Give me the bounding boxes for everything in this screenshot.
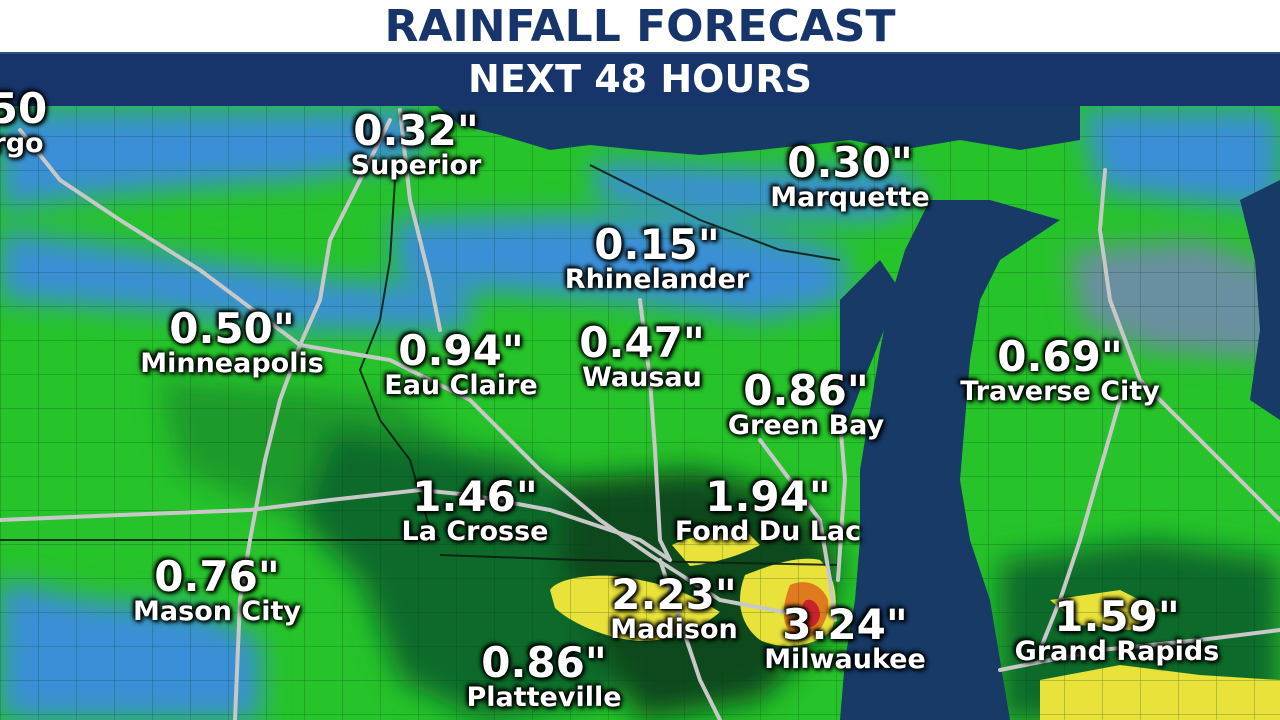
header-title-bar: RAINFALL FORECAST	[0, 0, 1280, 52]
city-label-milwaukee: 3.24" Milwaukee	[764, 604, 926, 674]
rain-amount: 1.94"	[705, 472, 831, 521]
lake-superior	[430, 100, 1080, 155]
city-label-fond-du-lac: 1.94" Fond Du Lac	[675, 476, 861, 546]
i75	[1097, 168, 1280, 522]
rain-amount: 1.46"	[412, 472, 538, 521]
city-name: Marquette	[770, 182, 930, 213]
city-label-madison: 2.23" Madison	[610, 574, 738, 644]
mn-wi-border	[358, 179, 441, 541]
rain-amount: 0.32"	[353, 106, 479, 155]
rain-amount: 1.59"	[1054, 592, 1180, 641]
city-label-eau-claire: 0.94" Eau Claire	[384, 330, 537, 400]
rain-amount: 0.86"	[481, 638, 607, 687]
us-41	[758, 438, 837, 622]
page-subtitle: NEXT 48 HOURS	[468, 57, 812, 101]
city-label-fargo: 50 rgo	[0, 88, 47, 158]
city-name: Rhinelander	[564, 264, 750, 295]
rain-amount: 0.94"	[398, 326, 524, 375]
city-name: Traverse City	[960, 376, 1160, 407]
rain-amount: 0.50"	[169, 304, 295, 353]
i35-south	[233, 343, 302, 720]
city-label-minneapolis: 0.50" Minneapolis	[140, 308, 324, 378]
city-name: Eau Claire	[384, 370, 538, 401]
city-label-grand-rapids: 1.59" Grand Rapids	[1015, 596, 1220, 666]
highways	[0, 108, 1280, 720]
i94-west	[18, 128, 302, 347]
city-name: Fond Du Lac	[674, 516, 862, 547]
page-title: RAINFALL FORECAST	[384, 1, 896, 52]
i35	[298, 118, 392, 347]
i39-south	[658, 558, 722, 720]
us-51	[638, 298, 672, 562]
city-name: Milwaukee	[764, 644, 926, 675]
state-borders	[0, 164, 841, 566]
city-label-rhinelander: 0.15" Rhinelander	[565, 224, 749, 294]
rain-amount: 50	[0, 84, 48, 133]
rain-amount: 0.30"	[787, 138, 913, 187]
i94-wi	[298, 343, 802, 617]
city-label-platteville: 0.86" Platteville	[466, 642, 621, 712]
wi-up-border	[589, 164, 841, 261]
i43	[836, 418, 848, 582]
city-label-marquette: 0.30" Marquette	[770, 142, 929, 212]
city-name: Superior	[350, 150, 482, 181]
us-131	[1038, 398, 1122, 652]
city-name: rgo	[0, 128, 44, 159]
city-name: Wausau	[582, 362, 702, 393]
lake-michigan	[840, 200, 1060, 720]
rain-amount: 0.76"	[154, 552, 280, 601]
city-label-la-crosse: 1.46" La Crosse	[402, 476, 549, 546]
lake-huron	[1240, 180, 1280, 420]
rain-amount: 0.86"	[743, 366, 869, 415]
city-name: La Crosse	[401, 516, 549, 547]
city-label-traverse-city: 0.69" Traverse City	[960, 336, 1160, 406]
rain-amount: 0.47"	[579, 318, 705, 367]
city-name: Madison	[610, 614, 738, 645]
i90	[0, 487, 672, 562]
us-53	[398, 108, 442, 332]
county-grid	[0, 100, 1280, 720]
city-name: Grand Rapids	[1014, 636, 1220, 667]
city-label-green-bay: 0.86" Green Bay	[728, 370, 884, 440]
city-label-superior: 0.32" Superior	[351, 110, 482, 180]
rain-amount: 0.69"	[997, 332, 1123, 381]
city-name: Mason City	[133, 596, 301, 627]
green-bay-water	[832, 260, 900, 430]
header-subtitle-bar: NEXT 48 HOURS	[0, 52, 1280, 106]
wi-il-border	[439, 554, 841, 566]
i96	[998, 628, 1280, 672]
city-name: Platteville	[466, 682, 622, 713]
city-label-mason-city: 0.76" Mason City	[133, 556, 301, 626]
rain-amount: 3.24"	[782, 600, 908, 649]
rain-amount: 2.23"	[611, 570, 737, 619]
city-name: Minneapolis	[140, 348, 324, 379]
city-name: Green Bay	[727, 410, 885, 441]
rain-amount: 0.15"	[594, 220, 720, 269]
city-label-wausau: 0.47" Wausau	[579, 322, 705, 392]
